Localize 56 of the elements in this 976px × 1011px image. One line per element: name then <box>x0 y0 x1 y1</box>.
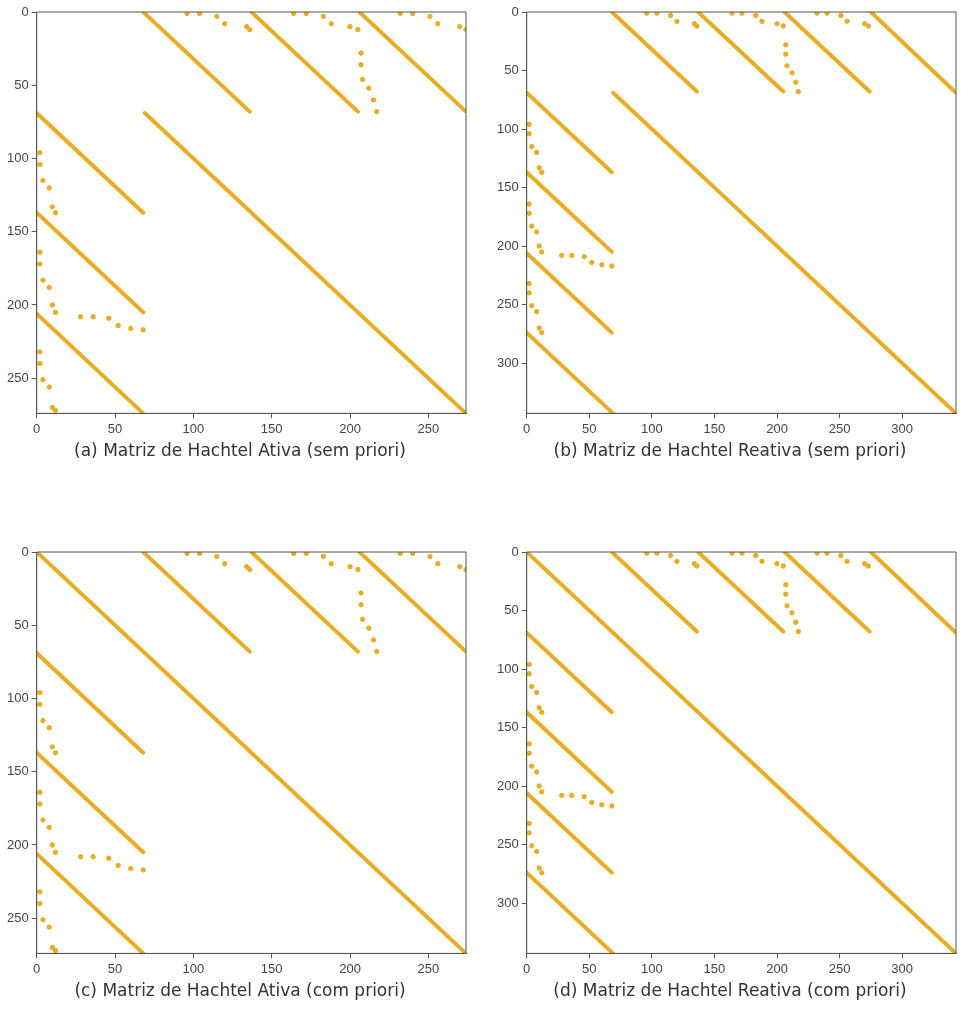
y-tick-label: 250 <box>6 369 29 385</box>
x-tick-label: 0 <box>523 960 531 976</box>
x-tick-label: 300 <box>891 960 914 976</box>
text: (a) Matriz de Hachtel Ativa (sem priori) <box>73 440 407 460</box>
y-tick-label: 150 <box>496 719 519 735</box>
x-tick-label: 50 <box>582 420 597 436</box>
y-tick-label: 200 <box>6 836 29 852</box>
y-tick-label: 100 <box>6 690 29 706</box>
x-tick-label: 100 <box>182 960 205 976</box>
x-tick-label: 150 <box>260 960 283 976</box>
text: (c) Matriz de Hachtel Ativa (com priori) <box>73 980 407 1000</box>
x-tick-label: 100 <box>641 960 663 976</box>
x-tick-label: 200 <box>339 960 361 976</box>
y-tick-label: 300 <box>496 894 519 910</box>
x-tick-label: 0 <box>33 420 41 436</box>
x-tick-label: 150 <box>703 960 726 976</box>
x-tick-label: 200 <box>766 420 788 436</box>
y-tick-label: 100 <box>6 150 29 166</box>
text: (b) Matriz de Hachtel Reativa (sem priori) <box>552 440 908 460</box>
x-tick-label: 150 <box>260 420 283 436</box>
x-tick-label: 250 <box>417 420 440 436</box>
x-tick-label: 250 <box>828 420 851 436</box>
x-tick-label: 0 <box>523 420 531 436</box>
y-tick-label: 200 <box>496 237 519 253</box>
y-tick-label: 100 <box>496 660 519 676</box>
text: (d) Matriz de Hachtel Reativa (com priori) <box>552 980 908 1000</box>
y-tick-label: 150 <box>6 223 29 239</box>
x-tick-label: 50 <box>582 960 597 976</box>
x-tick-label: 50 <box>107 420 123 436</box>
y-tick-label: 0 <box>511 3 519 19</box>
y-tick-label: 150 <box>496 179 519 195</box>
y-tick-label: 0 <box>511 543 519 559</box>
x-tick-label: 200 <box>339 420 361 436</box>
y-tick-label: 0 <box>21 543 29 559</box>
y-tick-label: 250 <box>6 909 29 925</box>
y-tick-label: 200 <box>6 296 29 312</box>
x-tick-label: 250 <box>417 960 440 976</box>
y-tick-label: 250 <box>496 296 519 312</box>
y-tick-label: 150 <box>6 763 29 779</box>
x-tick-label: 200 <box>766 960 788 976</box>
y-tick-label: 50 <box>14 76 29 92</box>
x-tick-label: 50 <box>107 960 123 976</box>
x-tick-label: 0 <box>33 960 41 976</box>
y-tick-label: 50 <box>14 616 29 632</box>
x-tick-label: 100 <box>641 420 663 436</box>
y-tick-label: 0 <box>21 3 29 19</box>
y-tick-label: 50 <box>504 602 519 618</box>
y-tick-label: 300 <box>496 354 519 370</box>
y-tick-label: 100 <box>496 120 519 136</box>
y-tick-label: 50 <box>504 62 519 78</box>
x-tick-label: 150 <box>703 420 726 436</box>
x-tick-label: 250 <box>828 960 851 976</box>
x-tick-label: 300 <box>891 420 914 436</box>
y-tick-label: 250 <box>496 836 519 852</box>
y-tick-label: 200 <box>496 777 519 793</box>
x-tick-label: 100 <box>182 420 205 436</box>
